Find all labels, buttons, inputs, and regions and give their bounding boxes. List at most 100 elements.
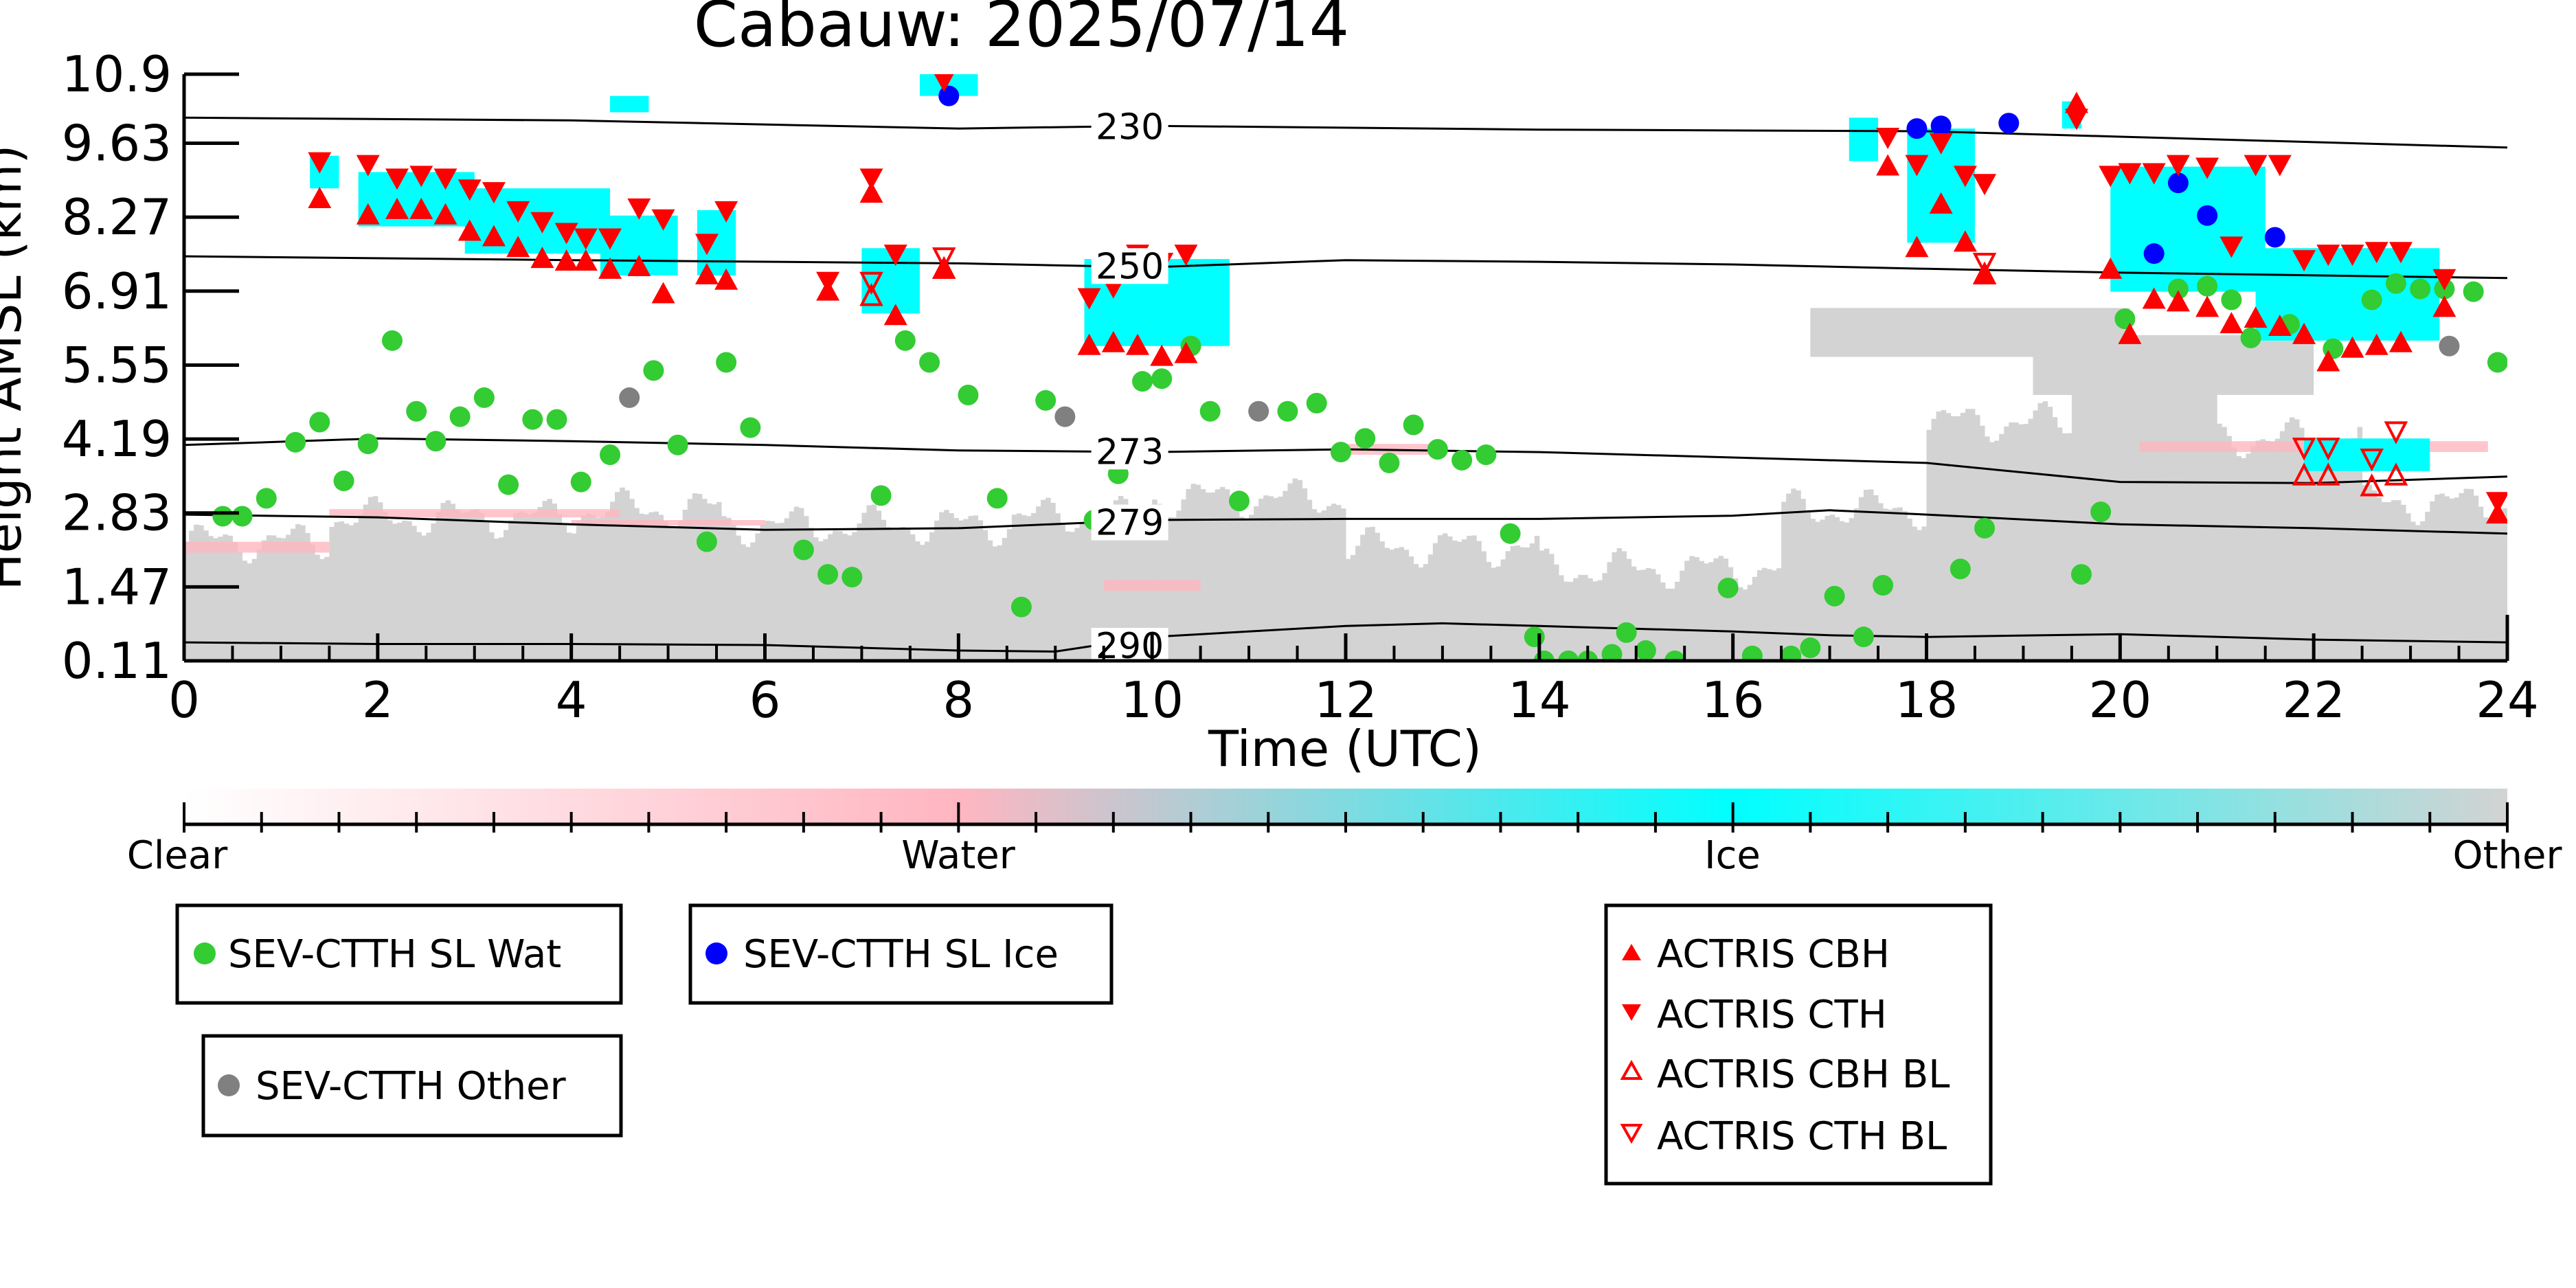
isotherm-label-bg (1091, 109, 1168, 145)
cloud-cell-other (291, 528, 296, 661)
marker-sev-ctth-sl-wat (1151, 368, 1173, 389)
cloud-cell-other (566, 532, 572, 661)
cloud-cell-other (673, 527, 679, 661)
marker-sev-ctth-sl-wat (2221, 289, 2242, 310)
marker-sev-ctth-sl-ice (2197, 205, 2218, 226)
cloud-cell-ice (610, 95, 649, 113)
cloud-cell-other (1553, 564, 1559, 661)
y-tick-label: 8.27 (62, 188, 172, 246)
cloud-cell-other (2197, 361, 2203, 661)
isotherm-label-bg (1091, 433, 1168, 470)
marker-actris-cth (2219, 236, 2244, 258)
y-tick-label: 5.55 (62, 336, 172, 394)
cloud-cell-other (1544, 548, 1550, 661)
marker-actris-cbh (1876, 154, 1900, 176)
marker-actris-cth (2388, 242, 2413, 264)
cloud-cell-other (2463, 488, 2470, 661)
cloud-cell-other (1370, 526, 1375, 661)
marker-sev-ctth-sl-wat (1277, 400, 1298, 422)
cloud-cell-other (1084, 522, 1090, 661)
cloud-cell-other (1287, 483, 1293, 661)
cloud-cell-other (1858, 497, 1864, 661)
cloud-cell-other (532, 512, 538, 661)
cloud-cell-other (1631, 566, 1637, 661)
y-ticks: 0.11 1.47 2.83 4.19 5.55 6.91 8.27 9.63 10.9 (62, 45, 239, 690)
cloud-cell-other (1737, 587, 1743, 661)
cloud-cell-other (1897, 507, 1903, 661)
cloud-cell-other (2304, 438, 2309, 661)
cloud-cell-other (1360, 534, 1366, 661)
marker-actris-cbh (457, 219, 482, 241)
cloud-cell-other (1597, 580, 1603, 661)
cloud-cell-other (2033, 410, 2039, 661)
marker-sev-ctth-sl-wat (1781, 645, 1802, 661)
cloud-cell-other (1568, 582, 1574, 661)
marker-sev-ctth-sl-wat (256, 488, 277, 509)
marker-actris-cbh (2485, 502, 2507, 524)
cloud-cell-other (634, 508, 640, 661)
cloud-cell-other (1534, 536, 1540, 661)
cloud-cell-other (2217, 423, 2222, 661)
cloud-cell-other (1524, 547, 1530, 661)
cloud-cell-other (1969, 409, 1976, 661)
cloud-cell-other (450, 504, 456, 661)
cloud-cell-other (2449, 498, 2454, 661)
marker-sev-ctth-sl-ice (1930, 115, 1952, 137)
cloud-cell-other (2255, 440, 2261, 661)
cloud-cell-other (436, 512, 441, 661)
colorbar-ticks (183, 802, 2509, 833)
cloud-cell-other (909, 534, 916, 661)
isotherm-label-273: 273 (1096, 431, 1164, 473)
isotherm-label-bg (1091, 248, 1168, 284)
marker-sev-ctth-sl-wat (986, 488, 1008, 509)
cloud-cell-other (1752, 576, 1758, 661)
cloud-cell-other (1432, 543, 1438, 661)
cloud-cell-other (2110, 351, 2116, 661)
cloud-cell-other (1283, 490, 1288, 661)
legend-marker-actris-cth (1622, 1004, 1641, 1021)
cloud-cell-other (1437, 535, 1443, 661)
legend-label-actris-cbh-bl: ACTRIS CBH BL (1657, 1052, 1950, 1097)
cloud-cell-other (484, 522, 490, 661)
cloud-cell-other (2013, 422, 2019, 661)
marker-sev-ctth-sl-wat (357, 433, 379, 455)
marker-actris-cbh (2292, 322, 2316, 344)
cloud-cell-other (1379, 541, 1385, 661)
cloud-cell-other (953, 518, 959, 661)
cloud-cell-other (556, 514, 563, 661)
cloud-cell-other (885, 527, 892, 661)
legend-label-actris-cth: ACTRIS CTH (1657, 993, 1887, 1037)
marker-actris-cth (457, 179, 482, 201)
cloud-cell-ice (861, 248, 920, 314)
cloud-cell-other (833, 530, 838, 661)
isotherm-230 (184, 116, 2507, 149)
cloud-cell-other (1776, 568, 1782, 661)
marker-sev-ctth-sl-wat (2070, 564, 2092, 585)
marker-actris-cth (2316, 245, 2340, 267)
marker-sev-ctth-sl-wat (667, 434, 688, 455)
marker-actris-cbh (859, 181, 883, 203)
cloud-cell-other (736, 535, 741, 661)
cloud-cell-other (692, 493, 698, 661)
cloud-cell-other (857, 523, 862, 661)
cloud-cell-other (571, 533, 577, 661)
marker-sev-ctth-sl-ice (1906, 118, 1928, 139)
cloud-cell-other (1815, 521, 1820, 661)
cloud-classification-field (184, 74, 2507, 661)
cloud-cell-other (2314, 449, 2319, 661)
marker-actris-cth (433, 168, 457, 190)
cloud-cell-other (1994, 440, 2000, 661)
cloud-cell-other (1616, 547, 1623, 661)
marker-layer (212, 74, 2507, 661)
cloud-cell-other (2178, 370, 2184, 661)
marker-actris-cbh (2219, 312, 2244, 334)
cloud-cell-other (2415, 525, 2421, 661)
y-tick-label: 10.9 (62, 45, 172, 103)
cloud-cell-other (2212, 355, 2217, 661)
cloud-cell-other (750, 542, 756, 661)
x-tick-label: 8 (942, 671, 974, 729)
cloud-cell-other (247, 563, 253, 661)
cloud-cell-other (1519, 547, 1526, 661)
marker-sev-ctth-sl-wat (1355, 428, 1376, 449)
marker-actris-cbh (714, 268, 738, 290)
